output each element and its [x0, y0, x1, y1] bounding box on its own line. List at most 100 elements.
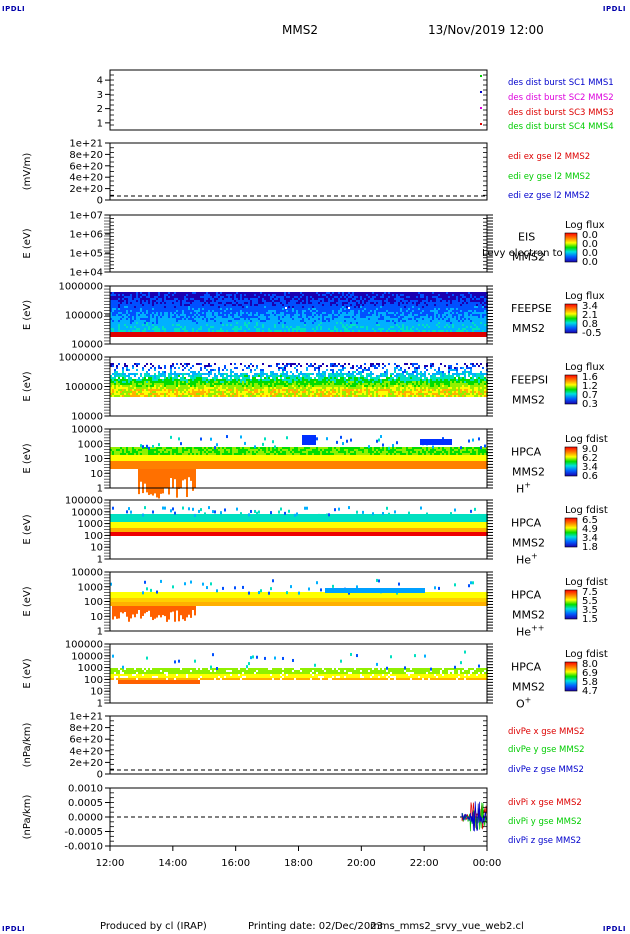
- ytick-p11-0: 0.0010: [68, 784, 103, 795]
- cbar-tick-p4-1: 2.1: [582, 310, 598, 321]
- cbar-tick-p9-2: 5.8: [582, 677, 598, 688]
- cbar-title-p8: Log fdist: [565, 577, 608, 588]
- spectrogram-p6: [110, 435, 488, 499]
- ytick-p10-4: 2e+20: [69, 758, 103, 769]
- xtick-5: 22:00: [410, 858, 439, 869]
- legend-p11-2: divPi z gse MMS2: [508, 836, 582, 846]
- ytick-p5-1: 100000: [65, 382, 103, 393]
- sc-label-p9: MMS2: [512, 681, 545, 694]
- feepse-red-band: [110, 332, 487, 337]
- ytick-p7-0: 100000: [65, 496, 103, 507]
- ytick-p7-4: 10: [90, 543, 103, 554]
- cbar-tick-p5-1: 1.2: [582, 381, 598, 392]
- ytick-p3-1: 1e+06: [69, 230, 103, 241]
- sc-label-p7: MMS2: [512, 537, 545, 550]
- legend-p1-2: des dist burst SC3 MMS3: [508, 108, 614, 118]
- species-p8: He++: [516, 624, 544, 639]
- ylabel-p3: E (eV): [22, 228, 33, 258]
- colorbar-p9: [564, 661, 578, 692]
- corner-mark-br: IPDLI: [602, 925, 626, 933]
- cbar-tick-p8-0: 7.5: [582, 587, 598, 598]
- cbar-tick-p7-0: 6.5: [582, 515, 598, 526]
- cbar-tick-p4-3: -0.5: [582, 328, 602, 339]
- ylabel-p5: E (eV): [22, 371, 33, 401]
- legend-p2-2: edi ez gse l2 MMS2: [508, 191, 590, 201]
- ytick-p2-0: 1e+21: [69, 139, 103, 150]
- ylabel-p4: E (eV): [22, 300, 33, 330]
- ytick-p7-3: 100: [84, 531, 103, 542]
- frame-p4: [109, 285, 488, 345]
- xtick-6: 00:00: [473, 858, 502, 869]
- burst-dot-3: [480, 123, 482, 125]
- ytick-p10-2: 6e+20: [69, 735, 103, 746]
- ytick-p2-4: 2e+20: [69, 184, 103, 195]
- colorbar-p4: [564, 303, 578, 334]
- ytick-p2-1: 8e+20: [69, 150, 103, 161]
- ytick-p8-4: 1: [97, 627, 103, 638]
- colorbar-p8: [564, 589, 578, 620]
- sc-label-p3: MMS2: [512, 251, 545, 264]
- cbar-tick-p8-3: 1.5: [582, 614, 598, 625]
- ytick-p9-4: 10: [90, 687, 103, 698]
- ytick-p6-3: 10: [90, 469, 103, 480]
- cbar-title-p6: Log fdist: [565, 434, 608, 445]
- ytick-p3-3: 1e+04: [69, 268, 103, 279]
- sc-label-p6: MMS2: [512, 466, 545, 479]
- cbar-tick-p6-0: 9.0: [582, 444, 598, 455]
- cbar-tick-p9-1: 6.9: [582, 668, 598, 679]
- ytick-p2-5: 0: [97, 196, 103, 207]
- ylabel-p10: (nPa/km): [22, 723, 33, 768]
- ytick-p7-1: 10000: [71, 507, 103, 518]
- species-p9: O+: [516, 696, 531, 711]
- species-p7: He+: [516, 552, 538, 567]
- divpi-trace-2: [461, 801, 487, 832]
- ytick-p8-0: 10000: [71, 568, 103, 579]
- legend-p10-2: divPe z gse MMS2: [508, 765, 584, 775]
- ytick-p7-2: 1000: [78, 519, 103, 530]
- instrument-p9: HPCA: [511, 661, 542, 674]
- ytick-p10-5: 0: [97, 770, 103, 781]
- ytick-p5-0: 1000000: [58, 353, 103, 364]
- corner-mark-tr: IPDLI: [602, 5, 626, 13]
- cbar-tick-p5-3: 0.3: [582, 399, 598, 410]
- panel-p1: 4 3 2 1: [97, 69, 488, 131]
- ytick-p9-3: 100: [84, 675, 103, 686]
- sc-label-p5: MMS2: [512, 394, 545, 407]
- cbar-tick-p8-1: 5.5: [582, 596, 598, 607]
- cbar-title-p3: Log flux: [565, 220, 605, 231]
- ytick-p7-5: 1: [97, 555, 103, 566]
- frame-p2: [109, 142, 488, 201]
- ytick-p1-1: 3: [97, 90, 103, 101]
- instrument-p3: EIS: [518, 231, 535, 244]
- footer-produced: Produced by cl (IRAP): [100, 921, 207, 932]
- ytick-p9-1: 10000: [71, 651, 103, 662]
- burst-dot-2: [480, 107, 482, 109]
- ytick-p8-2: 100: [84, 597, 103, 608]
- xtick-2: 16:00: [221, 858, 250, 869]
- spectrogram-p9: [110, 650, 488, 684]
- ytick-p8-3: 10: [90, 612, 103, 623]
- ytick-p1-2: 2: [97, 104, 103, 115]
- instrument-p5: FEEPSI: [511, 374, 548, 387]
- ytick-p10-0: 1e+21: [69, 712, 103, 723]
- ytick-p10-3: 4e+20: [69, 746, 103, 757]
- ylabel-p6: E (eV): [22, 443, 33, 473]
- ytick-p4-2: 10000: [71, 340, 103, 351]
- overlay-p3: Levy electron to: [482, 248, 563, 259]
- ytick-p9-5: 1: [97, 699, 103, 710]
- xtick-1: 14:00: [158, 858, 187, 869]
- ylabel-p8: E (eV): [22, 586, 33, 616]
- burst-dot-0: [480, 75, 482, 77]
- ytick-p3-2: 1e+05: [69, 249, 103, 260]
- frame-p3: [109, 214, 488, 273]
- ytick-p6-1: 1000: [78, 439, 103, 450]
- panel-p6: 10000 1000 100 10 1 E (eV) Log fdist9.06.23.40…: [22, 425, 608, 499]
- ylabel-p2: (mV/m): [22, 153, 33, 191]
- ytick-p11-2: 0.0000: [68, 813, 103, 824]
- frame-p10: [109, 715, 488, 775]
